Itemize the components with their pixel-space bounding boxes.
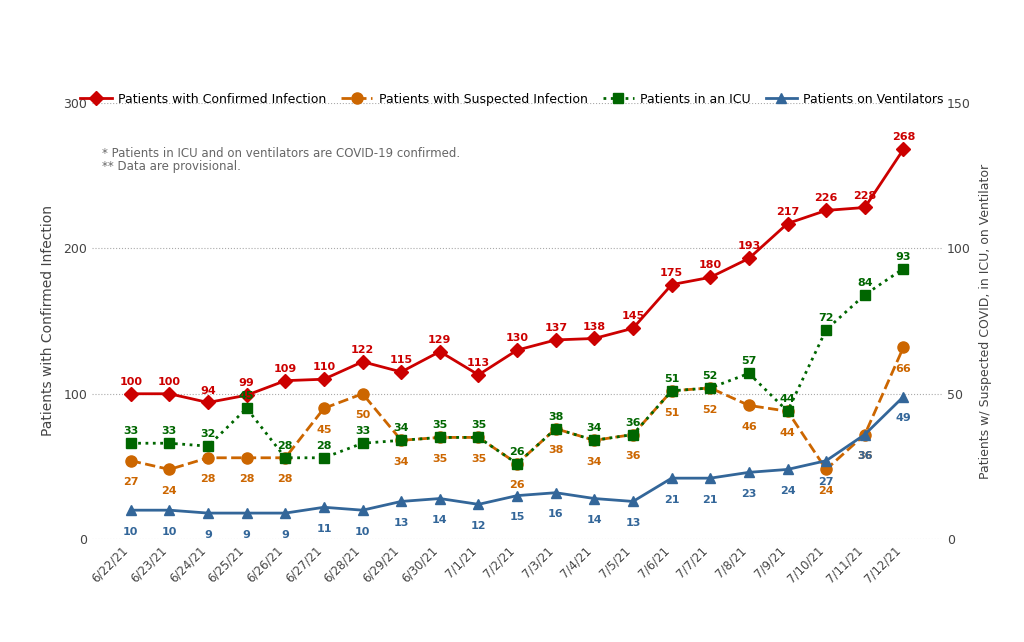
Text: 129: 129 [428, 334, 452, 345]
Text: 45: 45 [316, 425, 332, 435]
Y-axis label: Patients with Confirmed Infection: Patients with Confirmed Infection [41, 205, 55, 437]
Text: 33: 33 [355, 426, 371, 437]
Text: ** Data are provisional.: ** Data are provisional. [102, 160, 242, 173]
Text: 12: 12 [471, 521, 486, 531]
Text: 34: 34 [393, 423, 409, 433]
Text: 21: 21 [702, 495, 718, 505]
Text: 52: 52 [702, 404, 718, 415]
Text: 130: 130 [506, 333, 528, 343]
Text: 51: 51 [664, 408, 679, 417]
Text: 49: 49 [896, 413, 911, 423]
Text: 36: 36 [857, 451, 872, 461]
Text: 24: 24 [779, 486, 796, 496]
Text: 26: 26 [509, 447, 525, 456]
Text: 72: 72 [818, 313, 834, 323]
Text: 34: 34 [393, 457, 409, 467]
Text: 36: 36 [626, 451, 641, 461]
Text: 10: 10 [355, 527, 371, 537]
Text: 38: 38 [548, 446, 563, 455]
Text: 34: 34 [587, 423, 602, 433]
Text: 113: 113 [467, 358, 490, 368]
Text: 35: 35 [432, 454, 447, 464]
Text: 50: 50 [355, 410, 371, 421]
Text: 9: 9 [282, 530, 289, 540]
Text: 27: 27 [818, 478, 834, 487]
Text: 180: 180 [698, 261, 722, 270]
Text: 34: 34 [587, 457, 602, 467]
Text: 66: 66 [896, 364, 911, 374]
Text: 35: 35 [471, 421, 486, 431]
Text: 24: 24 [162, 486, 177, 496]
Text: 33: 33 [162, 426, 177, 437]
Legend: Patients with Confirmed Infection, Patients with Suspected Infection, Patients i: Patients with Confirmed Infection, Patie… [76, 88, 948, 111]
Text: 35: 35 [432, 421, 447, 431]
Text: * Patients in ICU and on ventilators are COVID-19 confirmed.: * Patients in ICU and on ventilators are… [102, 147, 461, 160]
Text: 268: 268 [892, 132, 915, 143]
Text: 36: 36 [857, 451, 872, 461]
Text: 38: 38 [548, 412, 563, 422]
Text: 13: 13 [393, 518, 409, 528]
Text: 9: 9 [204, 530, 212, 540]
Text: 32: 32 [201, 429, 216, 439]
Text: COVID-19 Hospitalizations Reported by MS Hospitals, 6/22/21–7/12/21 *,**: COVID-19 Hospitalizations Reported by MS… [20, 32, 918, 53]
Text: 138: 138 [583, 322, 606, 331]
Text: 28: 28 [316, 441, 332, 451]
Text: 193: 193 [737, 241, 761, 252]
Text: 10: 10 [123, 527, 138, 537]
Text: 51: 51 [664, 374, 679, 384]
Text: 122: 122 [351, 345, 374, 355]
Text: 45: 45 [239, 392, 254, 401]
Text: 57: 57 [741, 356, 757, 367]
Text: 14: 14 [587, 515, 602, 525]
Text: 36: 36 [626, 417, 641, 428]
Text: 217: 217 [776, 207, 799, 216]
Text: 23: 23 [741, 489, 757, 499]
Text: 46: 46 [741, 422, 757, 432]
Text: 145: 145 [622, 311, 645, 322]
Text: 13: 13 [626, 518, 641, 528]
Text: 9: 9 [243, 530, 251, 540]
Text: 175: 175 [660, 268, 683, 278]
Text: 11: 11 [316, 524, 332, 534]
Text: 16: 16 [548, 509, 563, 519]
Text: 93: 93 [896, 252, 911, 262]
Text: 24: 24 [818, 486, 834, 496]
Text: 33: 33 [123, 426, 138, 437]
Text: 109: 109 [273, 364, 297, 374]
Text: 28: 28 [278, 441, 293, 451]
Text: 44: 44 [779, 394, 796, 404]
Text: 226: 226 [814, 193, 838, 204]
Text: 28: 28 [239, 474, 254, 485]
Text: 100: 100 [158, 377, 181, 387]
Text: 26: 26 [509, 480, 525, 490]
Text: 14: 14 [432, 515, 447, 525]
Text: 35: 35 [471, 454, 486, 464]
Text: 99: 99 [239, 378, 255, 388]
Text: 28: 28 [278, 474, 293, 485]
Text: 137: 137 [544, 323, 567, 333]
Y-axis label: Patients w/ Suspected COVID, in ICU, on Ventilator: Patients w/ Suspected COVID, in ICU, on … [979, 164, 992, 478]
Text: 52: 52 [702, 371, 718, 381]
Text: 10: 10 [162, 527, 177, 537]
Text: 28: 28 [201, 474, 216, 485]
Text: 44: 44 [779, 428, 796, 438]
Text: 115: 115 [390, 355, 413, 365]
Text: 84: 84 [857, 278, 872, 288]
Text: 27: 27 [123, 478, 138, 487]
Text: 228: 228 [853, 191, 877, 200]
Text: 94: 94 [200, 386, 216, 395]
Text: 21: 21 [664, 495, 679, 505]
Text: 15: 15 [509, 512, 525, 523]
Text: 110: 110 [312, 362, 336, 372]
Text: 100: 100 [119, 377, 142, 387]
